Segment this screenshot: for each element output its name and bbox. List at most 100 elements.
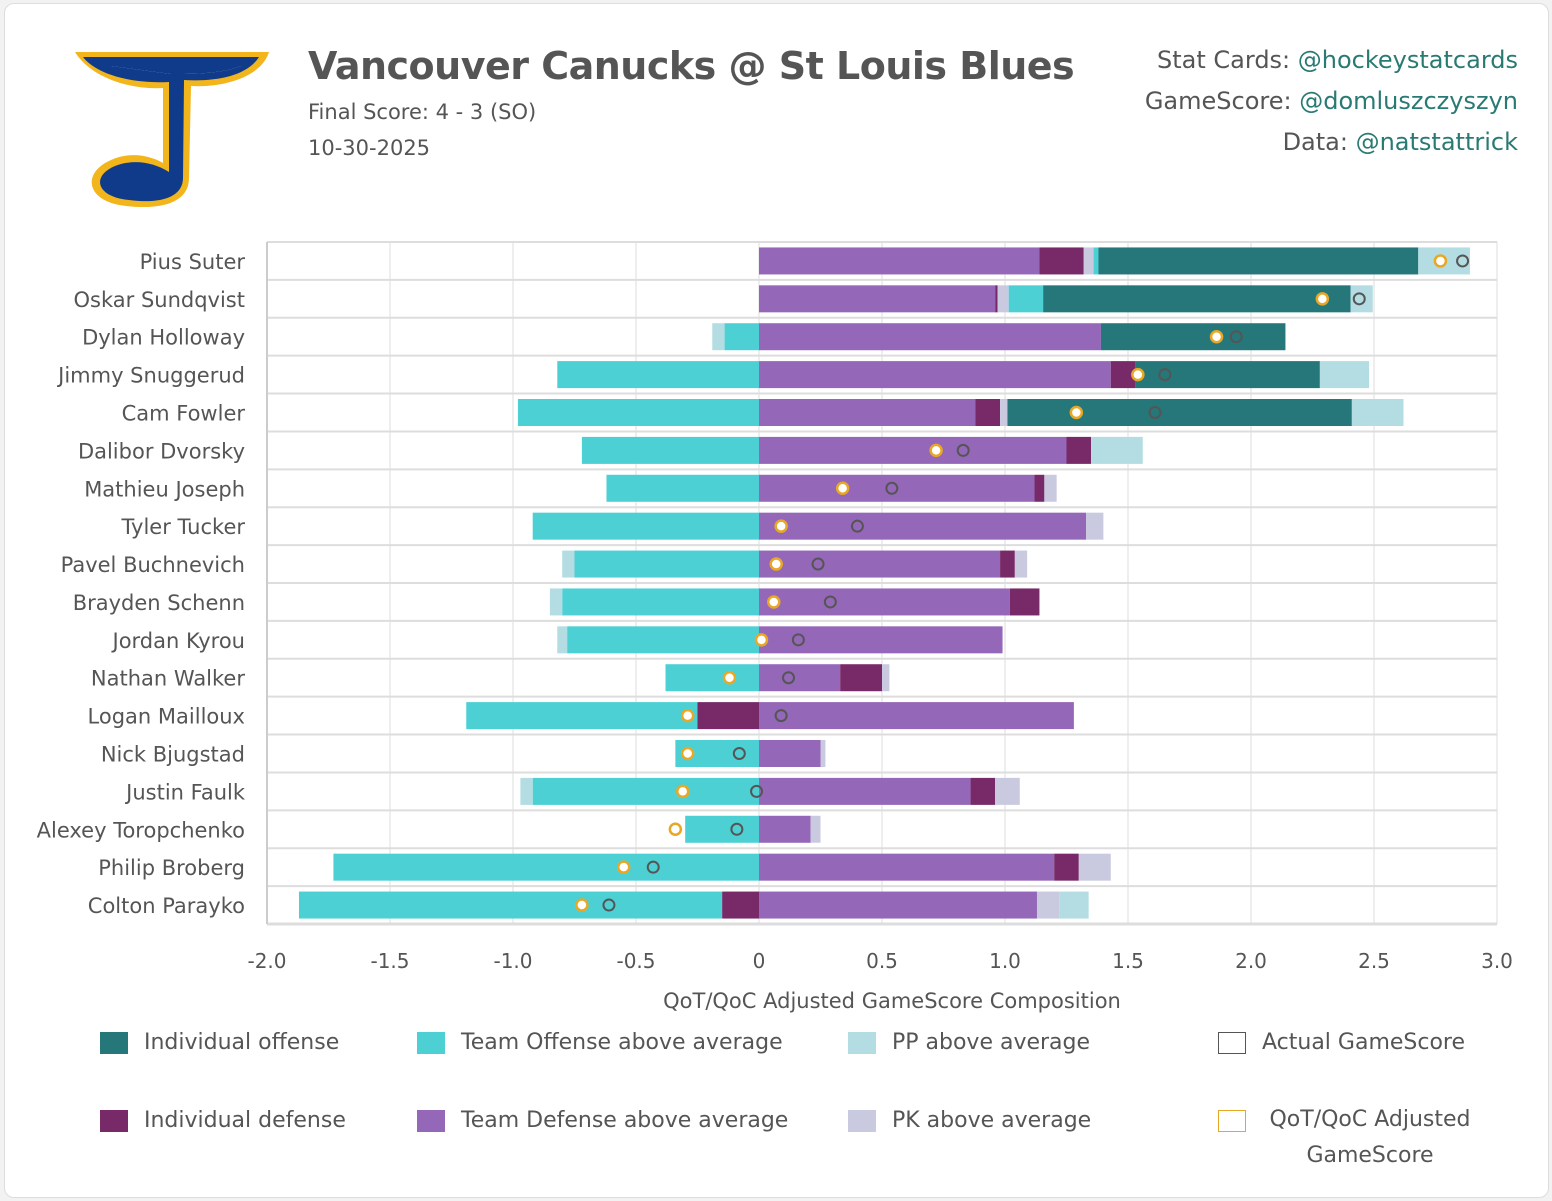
player-label: Pius Suter: [140, 250, 246, 274]
player-label: Pavel Buchnevich: [61, 553, 245, 577]
bar-segment-pk: [1014, 550, 1028, 578]
x-tick-label: 3.0: [1481, 949, 1513, 973]
player-label: Nick Bjugstad: [101, 743, 245, 767]
player-label: Logan Mailloux: [88, 705, 245, 729]
adjusted-gamescore-marker: [616, 860, 631, 874]
bar-segment-team-off: [1093, 247, 1099, 275]
bar-segment-team-def: [759, 588, 1010, 616]
credit-link-natstattrick[interactable]: @natstattrick: [1355, 128, 1518, 156]
player-label: Nathan Walker: [91, 667, 245, 691]
adjusted-gamescore-marker: [774, 519, 788, 533]
actual-gamescore-marker: [1352, 292, 1366, 306]
bar-segment-team-off: [333, 853, 759, 881]
actual-gamescore-marker: [1158, 368, 1172, 382]
x-tick-label: -2.0: [247, 949, 286, 973]
adjusted-gamescore-marker: [767, 595, 781, 609]
x-tick-label: -1.5: [370, 949, 409, 973]
bar-segment-pk: [1000, 399, 1008, 426]
legend-label: Individual offense: [144, 1030, 340, 1055]
bar-segment-ind-def: [1066, 436, 1092, 464]
legend-item-ind-def[interactable]: Individual defense: [100, 1108, 346, 1133]
bar-segment-team-def: [759, 664, 841, 692]
bar-segment-ind-def: [1000, 550, 1015, 578]
legend-item-team-off[interactable]: Team Offense above average: [417, 1030, 783, 1055]
bar-segment-team-def: [759, 436, 1067, 464]
x-axis-title: QoT/QoC Adjusted GameScore Composition: [663, 989, 1121, 1013]
actual-gamescore-marker: [646, 860, 660, 874]
bar-segment-ind-def: [1039, 247, 1084, 275]
credits: Stat Cards: @hockeystatcards GameScore: …: [1145, 40, 1518, 163]
legend-item-adjusted[interactable]: QoT/QoC Adjusted GameScore: [1218, 1107, 1478, 1174]
player-label: Cam Fowler: [122, 402, 246, 426]
bar-segment-team-off: [517, 399, 759, 426]
adjusted-gamescore-marker: [1209, 329, 1224, 344]
legend-label: PK above average: [892, 1108, 1092, 1133]
x-tick-label: 0.5: [866, 949, 898, 973]
player-label: Brayden Schenn: [73, 591, 245, 615]
legend-item-ind-off[interactable]: Individual offense: [100, 1030, 339, 1055]
legend-item-pp[interactable]: PP above average: [848, 1030, 1090, 1055]
bar-segment-pp: [1350, 285, 1373, 313]
bar-segment-ind-off: [1100, 323, 1286, 351]
x-tick-label: 0: [753, 949, 766, 973]
bar-segment-ind-def: [975, 399, 1001, 426]
player-label: Oskar Sundqvist: [74, 288, 246, 312]
player-label: Dylan Holloway: [82, 326, 245, 350]
player-label: Colton Parayko: [88, 894, 245, 918]
bar-segment-team-def: [759, 853, 1055, 881]
actual-gamescore-marker: [885, 481, 899, 495]
actual-gamescore-marker: [1456, 254, 1470, 268]
adjusted-gamescore-marker: [754, 633, 769, 647]
legend-swatch: [1218, 1110, 1246, 1132]
bar-segment-ind-off: [1098, 247, 1419, 275]
bar-segment-team-off: [567, 626, 759, 654]
legend-item-pk[interactable]: PK above average: [848, 1108, 1091, 1133]
player-label: Tyler Tucker: [120, 515, 245, 539]
actual-gamescore-marker: [811, 557, 825, 571]
legend-swatch: [1218, 1032, 1246, 1054]
player-label: Philip Broberg: [98, 856, 245, 880]
legend-item-team-def[interactable]: Team Defense above average: [417, 1108, 788, 1133]
actual-gamescore-marker: [602, 898, 616, 912]
bar-segment-ind-def: [970, 777, 996, 805]
player-label: Jordan Kyrou: [111, 629, 246, 653]
bar-segment-team-off: [574, 550, 759, 578]
legend-swatch: [417, 1110, 445, 1132]
bar-segment-team-def: [759, 247, 1040, 275]
bar-segment-pp: [712, 323, 725, 351]
adjusted-gamescore-marker: [675, 784, 690, 799]
legend-label: Individual defense: [144, 1108, 346, 1133]
bar-segment-ind-def: [995, 285, 998, 313]
bar-segment-pp: [562, 550, 575, 578]
legend-label: PP above average: [892, 1030, 1091, 1055]
legend-swatch: [848, 1032, 876, 1054]
bar-segment-ind-def: [722, 891, 759, 919]
bar-segment-team-def: [759, 361, 1111, 389]
adjusted-gamescore-marker: [1069, 405, 1084, 420]
player-label: Dalibor Dvorsky: [78, 439, 245, 463]
bar-segment-team-def: [759, 702, 1074, 730]
bar-segment-team-def: [759, 399, 976, 426]
bar-segment-ind-def: [1009, 588, 1040, 616]
bar-segment-team-off: [581, 436, 759, 464]
actual-gamescore-marker: [730, 822, 744, 836]
credit-label: GameScore:: [1144, 87, 1300, 115]
bar-segment-ind-off: [1043, 285, 1351, 313]
bar-segment-ind-def: [1034, 474, 1045, 502]
credit-link-domluszczyszyn[interactable]: @domluszczyszyn: [1299, 87, 1518, 115]
adjusted-gamescore-marker: [1315, 292, 1330, 306]
bar-segment-team-off: [562, 588, 759, 616]
credit-link-hockeystatcards[interactable]: @hockeystatcards: [1297, 46, 1518, 74]
bar-segment-team-off: [606, 474, 759, 502]
bar-segment-pk: [1044, 474, 1057, 502]
actual-gamescore-marker: [823, 595, 837, 609]
bar-segment-pk: [1078, 853, 1111, 881]
bar-segment-team-def: [759, 815, 811, 843]
player-label: Justin Faulk: [124, 780, 246, 804]
bar-segment-team-off: [532, 512, 759, 540]
bar-segment-team-def: [759, 740, 821, 767]
bar-segment-ind-off: [1135, 361, 1320, 389]
final-score: Final Score: 4 - 3 (SO): [308, 100, 537, 124]
actual-gamescore-marker: [774, 709, 788, 723]
legend-item-actual[interactable]: Actual GameScore: [1218, 1030, 1465, 1055]
